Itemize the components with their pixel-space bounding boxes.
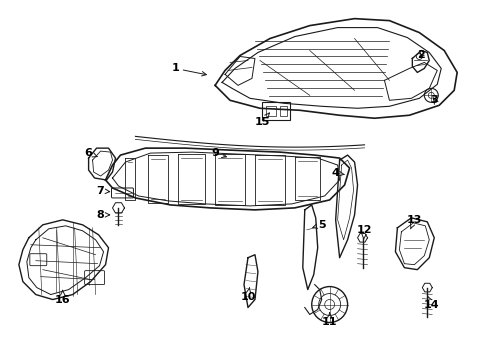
- Text: 10: 10: [240, 287, 255, 302]
- Text: 13: 13: [406, 215, 421, 229]
- Text: 2: 2: [417, 50, 425, 60]
- Text: 6: 6: [84, 148, 97, 158]
- Text: 16: 16: [55, 290, 70, 305]
- Text: 8: 8: [97, 210, 109, 220]
- Text: 7: 7: [97, 186, 109, 196]
- Bar: [279, 106, 286, 116]
- Text: 9: 9: [211, 148, 226, 158]
- Text: 14: 14: [423, 296, 438, 310]
- Text: 5: 5: [312, 220, 325, 230]
- Text: 4: 4: [331, 168, 344, 178]
- Text: 11: 11: [321, 313, 337, 328]
- Text: 15: 15: [254, 113, 269, 127]
- Text: 3: 3: [429, 95, 437, 105]
- Bar: [265, 106, 275, 116]
- Text: 12: 12: [356, 225, 371, 239]
- Bar: [262, 102, 289, 120]
- Text: 1: 1: [171, 63, 206, 76]
